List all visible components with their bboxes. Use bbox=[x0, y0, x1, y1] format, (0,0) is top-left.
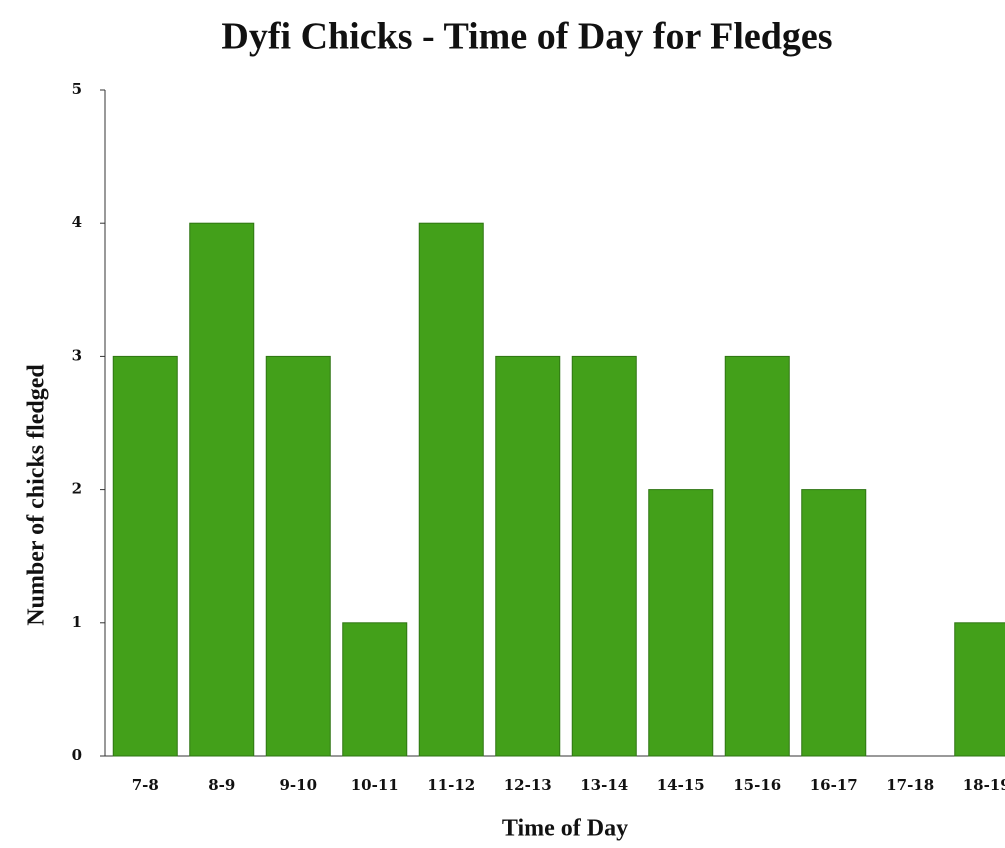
x-tick-label: 11-12 bbox=[427, 776, 475, 794]
x-tick-label: 12-13 bbox=[504, 776, 552, 794]
x-tick-label: 13-14 bbox=[580, 776, 628, 794]
x-tick-label: 17-18 bbox=[886, 776, 934, 794]
bar bbox=[801, 489, 867, 757]
x-tick-label: 10-11 bbox=[351, 776, 399, 794]
y-tick-label: 3 bbox=[72, 346, 82, 364]
bar bbox=[418, 222, 484, 757]
x-tick-label: 16-17 bbox=[810, 776, 858, 794]
bar bbox=[495, 355, 561, 757]
bar bbox=[571, 355, 637, 757]
bar bbox=[342, 622, 408, 757]
bar bbox=[724, 355, 790, 757]
bar bbox=[954, 622, 1005, 757]
chart-title: Dyfi Chicks - Time of Day for Fledges bbox=[221, 16, 832, 58]
x-tick-label: 14-15 bbox=[657, 776, 705, 794]
x-tick-label: 9-10 bbox=[279, 776, 317, 794]
x-tick-label: 18-19 bbox=[963, 776, 1005, 794]
x-tick-label: 8-9 bbox=[208, 776, 235, 794]
bar bbox=[112, 355, 178, 757]
bar bbox=[265, 355, 331, 757]
x-axis-label: Time of Day bbox=[502, 816, 628, 842]
y-tick-label: 0 bbox=[72, 746, 82, 764]
x-tick-label: 7-8 bbox=[132, 776, 159, 794]
x-tick-label: 15-16 bbox=[733, 776, 781, 794]
y-tick-label: 4 bbox=[72, 213, 82, 231]
y-tick-label: 5 bbox=[72, 80, 82, 98]
y-axis-label: Number of chicks fledged bbox=[24, 364, 50, 626]
bar bbox=[189, 222, 255, 757]
y-tick-label: 2 bbox=[72, 480, 82, 498]
bar bbox=[648, 489, 714, 757]
y-tick-label: 1 bbox=[72, 613, 82, 631]
